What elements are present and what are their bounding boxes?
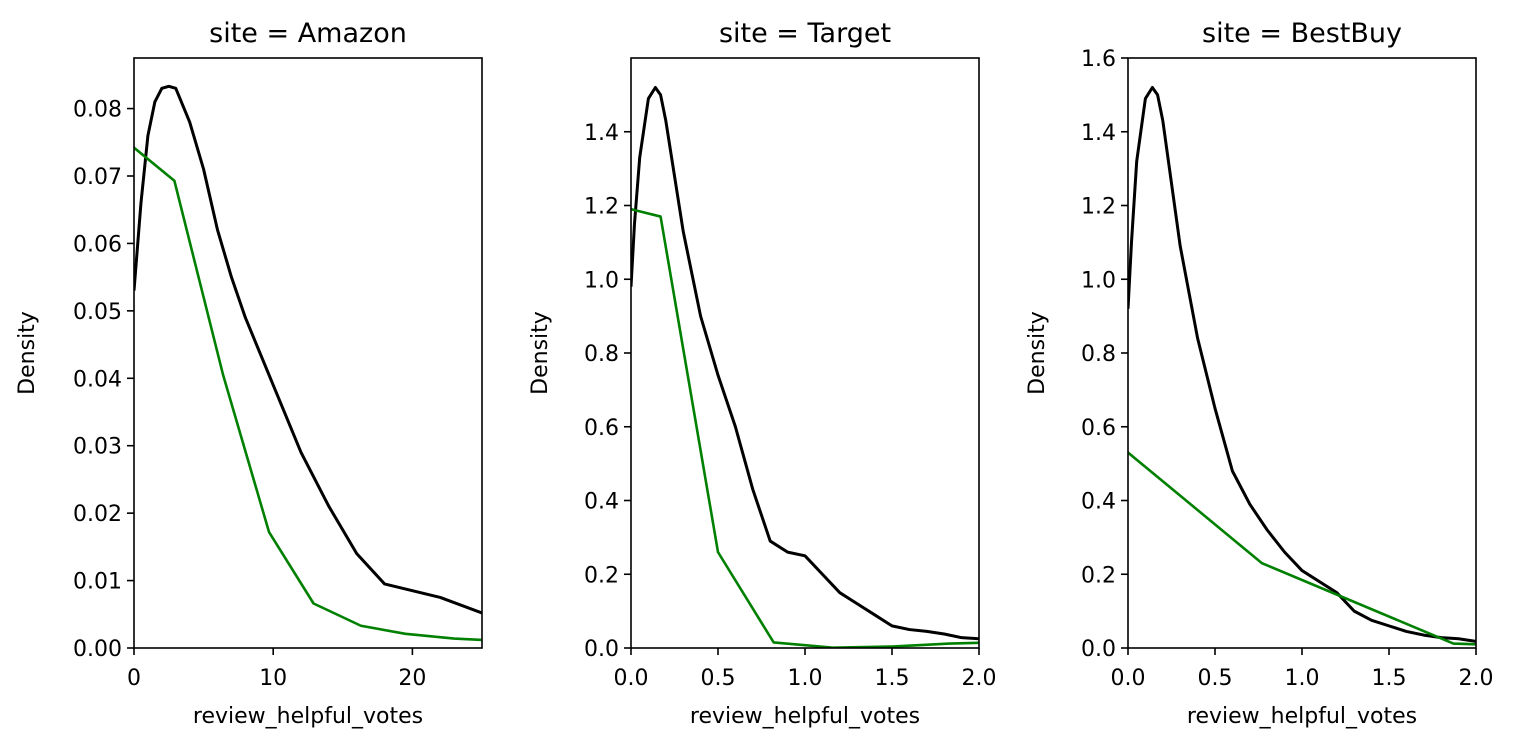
x-tick-label: 2.0 — [1459, 666, 1494, 691]
y-tick-label: 1.4 — [584, 121, 619, 146]
x-tick-label: 1.5 — [875, 666, 910, 691]
x-tick-label: 0.0 — [1111, 666, 1146, 691]
y-tick-label: 0.6 — [584, 416, 619, 441]
y-tick-label: 0.6 — [1081, 416, 1116, 441]
series-line-kde — [134, 84, 482, 615]
x-tick-label: 1.5 — [1372, 666, 1407, 691]
panel-title: site = Target — [719, 18, 891, 49]
x-tick-label: 2.0 — [962, 666, 997, 691]
x-axis-label: review_helpful_votes — [193, 704, 423, 729]
panel-title: site = BestBuy — [1202, 18, 1402, 49]
y-tick-label: 0.08 — [73, 98, 122, 123]
x-tick-label: 1.0 — [1285, 666, 1320, 691]
panel-3: 0.0 0.5 1.0 1.5 2.0 0.0 0.2 0.4 0.6 0.8 1.0 1.2 1.4 1… — [1025, 18, 1494, 729]
series-line-histogram — [631, 207, 979, 648]
x-axis-label: review_helpful_votes — [690, 704, 920, 729]
x-tick-label: 1.0 — [788, 666, 823, 691]
y-axis-label: Density — [1025, 311, 1050, 395]
y-tick-label: 0.8 — [1081, 342, 1116, 367]
y-tick-label: 0.06 — [73, 232, 122, 257]
series-line-histogram — [1128, 451, 1476, 646]
y-tick-label: 0.0 — [1081, 637, 1116, 662]
y-tick-label: 0.8 — [584, 342, 619, 367]
plot-frame — [1127, 57, 1477, 649]
y-tick-label: 0.00 — [73, 637, 122, 662]
x-tick-label: 0.0 — [614, 666, 649, 691]
y-tick-label: 0.04 — [73, 367, 122, 392]
y-tick-label: 0.4 — [584, 490, 619, 515]
y-axis-label: Density — [528, 311, 553, 395]
y-tick-label: 1.2 — [584, 195, 619, 220]
y-tick-label: 1.0 — [1081, 268, 1116, 293]
x-tick-label: 10 — [259, 666, 287, 691]
panel-1: 0 10 20 0.00 0.01 0.02 0.03 0.04 0.05 0.06 0.07 0.0… — [15, 18, 483, 729]
x-axis-label: review_helpful_votes — [1187, 704, 1417, 729]
y-axis-label: Density — [15, 311, 40, 395]
y-tick-label: 1.0 — [584, 268, 619, 293]
y-tick-label: 0.2 — [584, 563, 619, 588]
y-tick-label: 0.03 — [73, 435, 122, 460]
y-tick-label: 0.01 — [73, 570, 122, 595]
y-tick-label: 0.2 — [1081, 563, 1116, 588]
series-line-histogram — [134, 146, 482, 642]
y-tick-label: 0.4 — [1081, 490, 1116, 515]
y-tick-label: 1.6 — [1081, 47, 1116, 72]
series-line-kde — [631, 86, 979, 641]
y-tick-label: 0.05 — [73, 300, 122, 325]
series-line-kde — [1128, 86, 1476, 643]
y-tick-label: 0.02 — [73, 502, 122, 527]
plot-frame — [133, 57, 483, 649]
x-tick-label: 0 — [127, 666, 141, 691]
panel-title: site = Amazon — [209, 18, 407, 49]
x-tick-label: 0.5 — [1198, 666, 1233, 691]
y-tick-label: 1.2 — [1081, 195, 1116, 220]
y-tick-label: 0.0 — [584, 637, 619, 662]
y-tick-label: 1.4 — [1081, 121, 1116, 146]
panel-2: 0.0 0.5 1.0 1.5 2.0 0.0 0.2 0.4 0.6 0.8 1.0 1.2 1.4 s… — [528, 18, 997, 729]
x-tick-label: 0.5 — [701, 666, 736, 691]
x-tick-label: 20 — [398, 666, 426, 691]
y-tick-label: 0.07 — [73, 165, 122, 190]
